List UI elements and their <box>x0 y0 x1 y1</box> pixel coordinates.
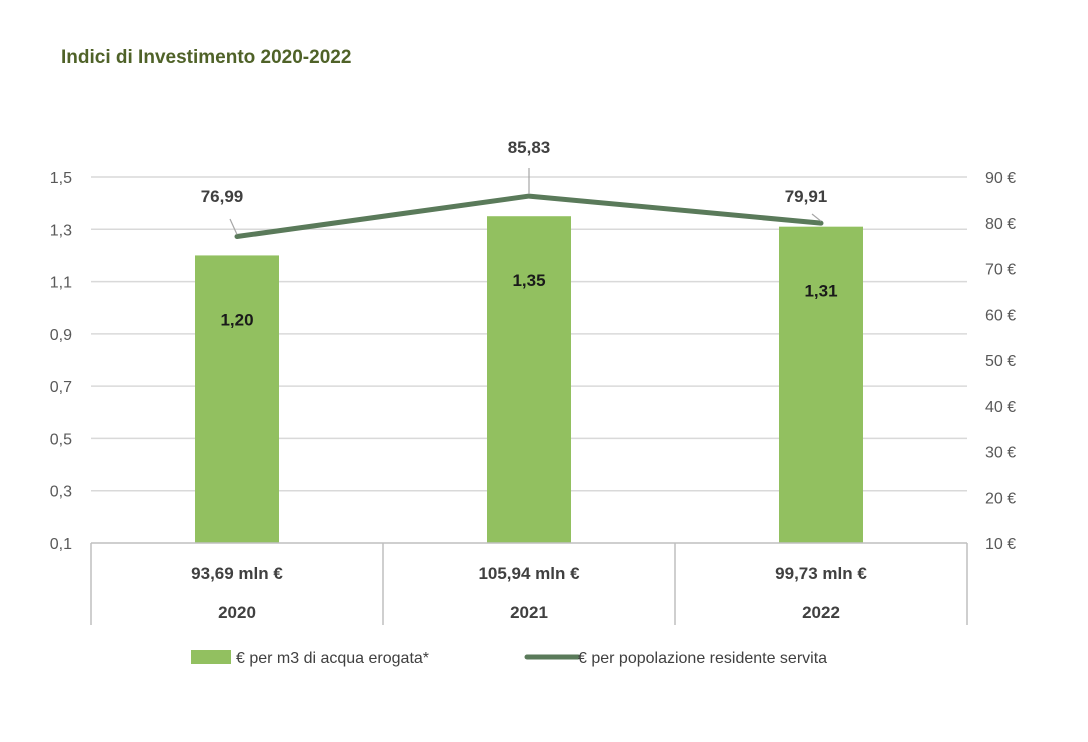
category-label: 2022 <box>802 603 840 622</box>
right-axis-tick-label: 20 € <box>985 490 1016 507</box>
left-axis-tick-label: 1,5 <box>50 170 72 187</box>
left-axis-tick-label: 0,7 <box>50 379 72 396</box>
bar-data-label: 1,35 <box>512 271 545 290</box>
left-axis-tick-label: 0,1 <box>50 536 72 553</box>
right-axis-tick-label: 40 € <box>985 399 1016 416</box>
left-axis-ticks: 0,1 0,3 0,5 0,7 0,9 1,1 1,3 1,5 <box>50 170 72 553</box>
line-data-label: 79,91 <box>785 187 828 206</box>
category-sublabel: 105,94 mln € <box>478 564 580 583</box>
legend-bar-swatch <box>191 650 231 664</box>
line-series-path <box>234 193 824 240</box>
bar-series: 1,20 1,35 1,31 <box>195 216 863 543</box>
left-axis-tick-label: 0,3 <box>50 484 72 501</box>
category-sublabel: 99,73 mln € <box>775 564 867 583</box>
right-axis-tick-label: 50 € <box>985 353 1016 370</box>
line-series: 76,99 85,83 79,91 <box>201 138 828 240</box>
category-sublabel: 93,69 mln € <box>191 564 283 583</box>
chart-title: Indici di Investimento 2020-2022 <box>61 47 352 68</box>
legend-line-label: € per popolazione residente servita <box>578 650 827 667</box>
bar-2021 <box>487 216 571 543</box>
right-axis-tick-label: 60 € <box>985 307 1016 324</box>
left-axis-tick-label: 1,3 <box>50 222 72 239</box>
bar-data-label: 1,20 <box>220 310 253 329</box>
line-data-leader <box>811 213 822 222</box>
right-axis-tick-label: 30 € <box>985 445 1016 462</box>
line-data-label: 76,99 <box>201 187 244 206</box>
bar-2020 <box>195 255 279 543</box>
bar-data-label: 1,31 <box>804 282 837 301</box>
legend-bar-label: € per m3 di acqua erogata* <box>236 650 429 667</box>
category-table: 93,69 mln € 2020 105,94 mln € 2021 99,73 mln… <box>90 542 968 625</box>
right-axis-tick-label: 70 € <box>985 262 1016 279</box>
right-axis-tick-label: 10 € <box>985 536 1016 553</box>
right-axis-tick-label: 80 € <box>985 216 1016 233</box>
category-label: 2021 <box>510 603 548 622</box>
left-axis-tick-label: 0,5 <box>50 431 72 448</box>
legend: € per m3 di acqua erogata* € per popolazi… <box>191 650 827 667</box>
right-axis-tick-label: 90 € <box>985 170 1016 187</box>
left-axis-tick-label: 1,1 <box>50 275 72 292</box>
left-axis-tick-label: 0,9 <box>50 327 72 344</box>
line-data-label: 85,83 <box>508 138 551 157</box>
bar-2022 <box>779 226 863 543</box>
line-data-leader <box>229 218 238 235</box>
category-label: 2020 <box>218 603 256 622</box>
right-axis-ticks: 10 € 20 € 30 € 40 € 50 € 60 € 70 € 80 € 90 € <box>985 170 1016 553</box>
